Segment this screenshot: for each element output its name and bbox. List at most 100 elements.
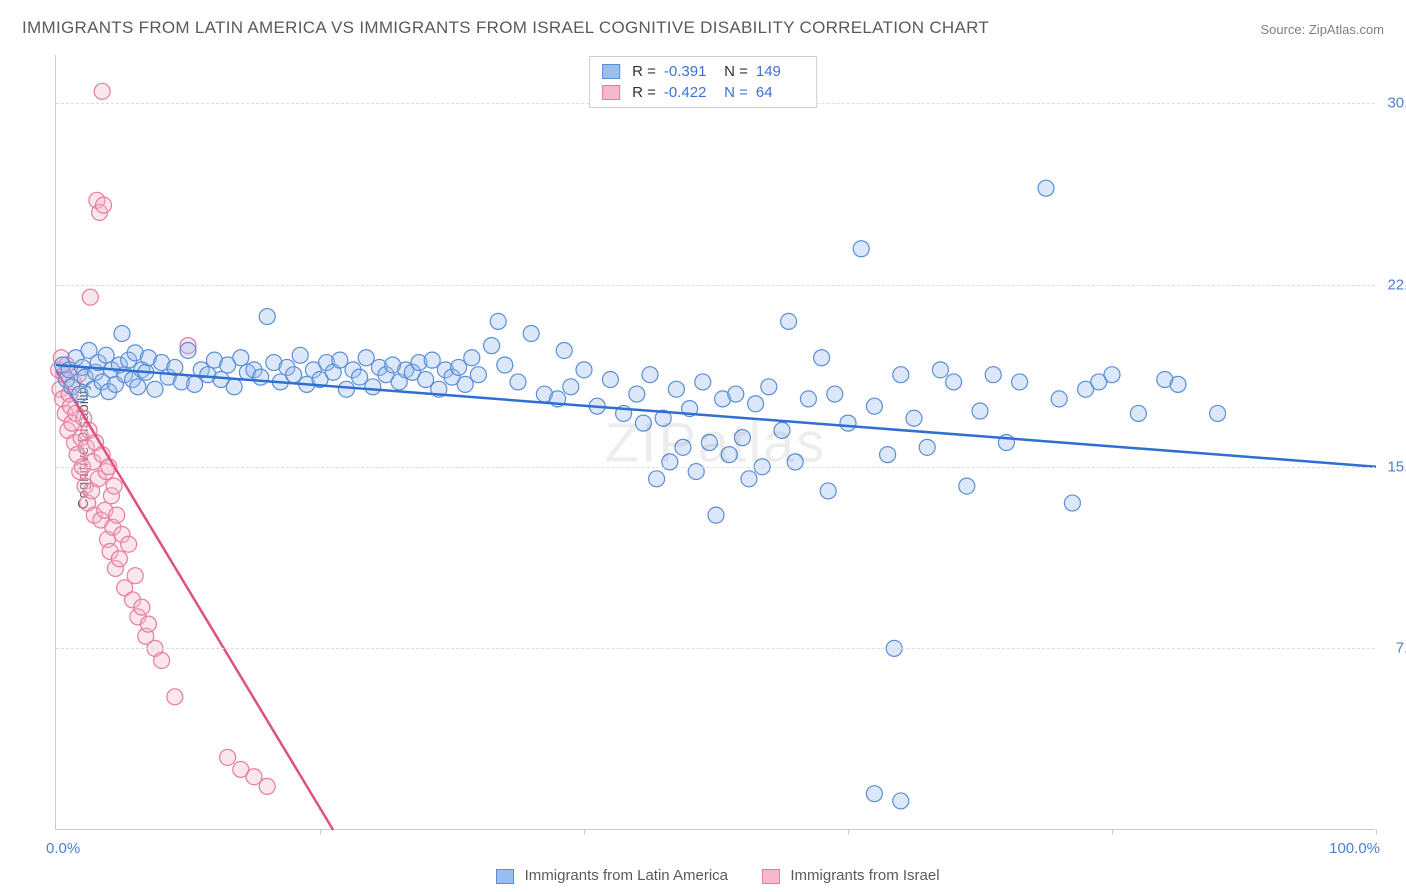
latin-point [226,379,242,395]
latin-point [866,398,882,414]
latin-point [253,369,269,385]
latin-point [98,347,114,363]
r-value-israel: -0.422 [664,84,712,101]
latin-point [946,374,962,390]
israel-point [121,536,137,552]
latin-point [457,376,473,392]
latin-point [332,352,348,368]
latin-point [741,471,757,487]
israel-point [220,749,236,765]
swatch-latin-bottom [496,869,514,884]
swatch-latin [602,64,620,79]
latin-point [358,350,374,366]
israel-point [96,197,112,213]
legend-label-latin: Immigrants from Latin America [525,867,728,884]
latin-point [853,241,869,257]
israel-point [140,616,156,632]
latin-point [959,478,975,494]
latin-point [576,362,592,378]
latin-point [695,374,711,390]
latin-point [906,410,922,426]
latin-point [1064,495,1080,511]
latin-point [932,362,948,378]
latin-point [490,313,506,329]
latin-point [1130,405,1146,421]
israel-point [134,599,150,615]
latin-point [259,309,275,325]
latin-point [893,367,909,383]
latin-point [497,357,513,373]
latin-point [286,367,302,383]
x-tick [584,829,585,835]
israel-trendline [56,370,333,830]
x-tick [320,829,321,835]
israel-point [127,568,143,584]
latin-point [1051,391,1067,407]
latin-point [985,367,1001,383]
latin-point [114,326,130,342]
israel-point [106,478,122,494]
y-tick-label: 22.5% [1380,277,1406,294]
x-tick [1112,829,1113,835]
israel-point [109,507,125,523]
latin-point [893,793,909,809]
latin-point [352,369,368,385]
gridline [56,467,1375,468]
latin-point [130,379,146,395]
israel-point [82,289,98,305]
latin-point [880,447,896,463]
latin-point [147,381,163,397]
latin-point [1104,367,1120,383]
latin-point [701,435,717,451]
latin-point [827,386,843,402]
latin-point [470,367,486,383]
latin-point [338,381,354,397]
x-axis-max: 100.0% [1329,840,1380,857]
latin-point [642,367,658,383]
latin-point [1012,374,1028,390]
chart-title: IMMIGRANTS FROM LATIN AMERICA VS IMMIGRA… [22,18,989,38]
series-legend: Immigrants from Latin America Immigrants… [0,867,1406,884]
y-tick-label: 30.0% [1380,95,1406,112]
plot-area: ZIPatlas 7.5%15.0%22.5%30.0% 0.0% 100.0% [55,55,1375,830]
latin-point [629,386,645,402]
n-value-latin: 149 [756,63,804,80]
latin-point [523,326,539,342]
n-value-israel: 64 [756,84,804,101]
latin-point [761,379,777,395]
swatch-israel-bottom [762,869,780,884]
latin-point [675,439,691,455]
latin-point [866,786,882,802]
source-label: Source: ZipAtlas.com [1260,22,1384,37]
x-tick [848,829,849,835]
r-value-latin: -0.391 [664,63,712,80]
israel-point [111,551,127,567]
legend-row-latin: R = -0.391 N = 149 [602,61,804,82]
latin-point [418,372,434,388]
latin-point [484,338,500,354]
scatter-svg [56,55,1376,830]
x-axis-min: 0.0% [46,840,80,857]
latin-point [451,359,467,375]
latin-point [748,396,764,412]
x-tick [1376,829,1377,835]
correlation-legend: R = -0.391 N = 149 R = -0.422 N = 64 [589,56,817,108]
israel-point [167,689,183,705]
israel-point [259,778,275,794]
latin-point [365,379,381,395]
israel-point [94,83,110,99]
latin-point [781,313,797,329]
latin-point [292,347,308,363]
legend-label-israel: Immigrants from Israel [790,867,939,884]
latin-point [510,374,526,390]
latin-point [424,352,440,368]
latin-point [233,350,249,366]
latin-point [464,350,480,366]
latin-point [800,391,816,407]
latin-point [972,403,988,419]
gridline [56,285,1375,286]
y-tick-label: 7.5% [1380,640,1406,657]
latin-point [708,507,724,523]
latin-point [602,372,618,388]
swatch-israel [602,85,620,100]
